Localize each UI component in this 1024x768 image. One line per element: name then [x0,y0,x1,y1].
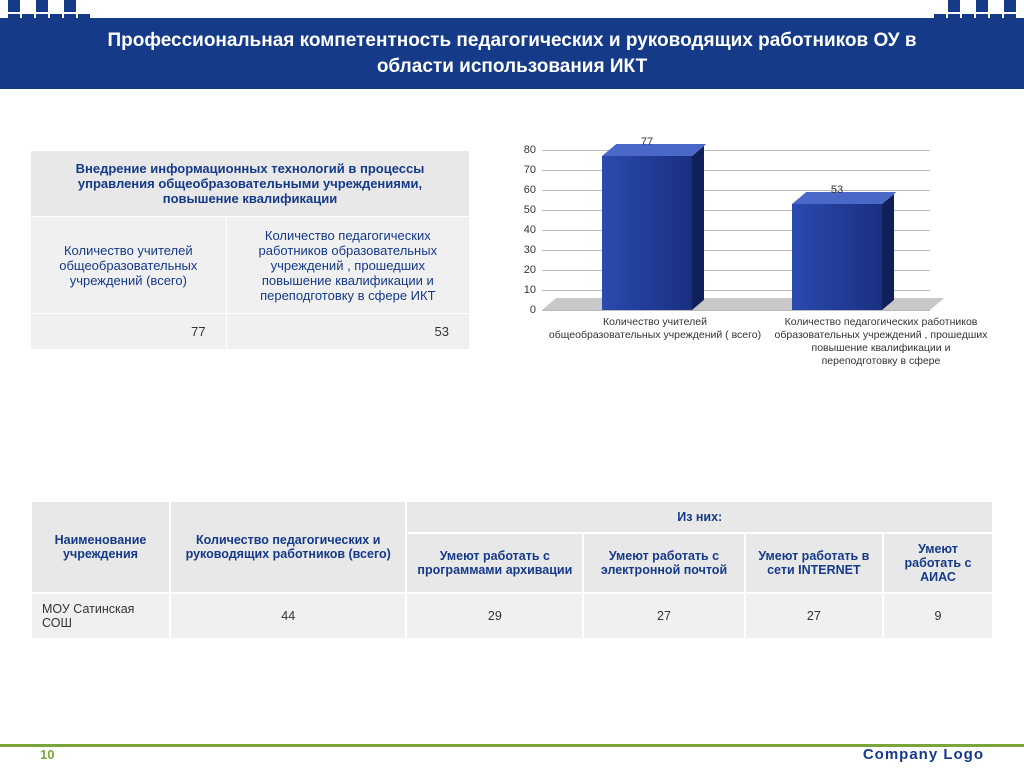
row-school: МОУ Сатинская СОШ [31,593,170,639]
footer: 10 Company Logo [0,740,1024,768]
y-tick: 50 [506,204,536,216]
cell-internet: 27 [745,593,883,639]
y-tick: 80 [506,144,536,156]
col-email: Умеют работать с электронной почтой [583,533,745,593]
cell-archive: 29 [406,593,583,639]
y-tick: 30 [506,244,536,256]
bar-value: 77 [602,136,692,148]
intro-col2-label: Количество педагогических работников обр… [226,217,469,313]
skills-table: Наименование учреждения Количество педаг… [30,500,994,640]
col-aias: Умеют работать с АИАС [883,533,993,593]
y-tick: 40 [506,224,536,236]
col-group: Из них: [406,501,993,533]
cell-aias: 9 [883,593,993,639]
slide-title: Профессиональная компетентность педагоги… [100,28,924,79]
y-tick: 10 [506,284,536,296]
col-internet: Умеют работать в сети INTERNET [745,533,883,593]
intro-table: Внедрение информационных технологий в пр… [30,150,470,350]
col-institution: Наименование учреждения [31,501,170,593]
intro-col1-label: Количество учителей общеобразовательных … [31,217,227,313]
y-tick: 70 [506,164,536,176]
col-total: Количество педагогических и руководящих … [170,501,406,593]
cell-total: 44 [170,593,406,639]
intro-val1: 77 [31,313,227,349]
y-tick: 20 [506,264,536,276]
bar: 77 [602,156,692,310]
category-label: Количество учителей общеобразовательных … [542,316,768,369]
page-number: 10 [40,747,54,762]
bar-chart: 010203040506070807753 Количество учителе… [500,150,994,350]
company-logo: Company Logo [863,746,984,763]
title-band: Профессиональная компетентность педагоги… [0,18,1024,89]
intro-val2: 53 [226,313,469,349]
intro-table-header: Внедрение информационных технологий в пр… [31,151,470,217]
y-tick: 0 [506,304,536,316]
bar-value: 53 [792,184,882,196]
category-label: Количество педагогических работников обр… [768,316,994,369]
y-tick: 60 [506,184,536,196]
col-archive: Умеют работать с программами архивации [406,533,583,593]
cell-email: 27 [583,593,745,639]
bar: 53 [792,204,882,310]
